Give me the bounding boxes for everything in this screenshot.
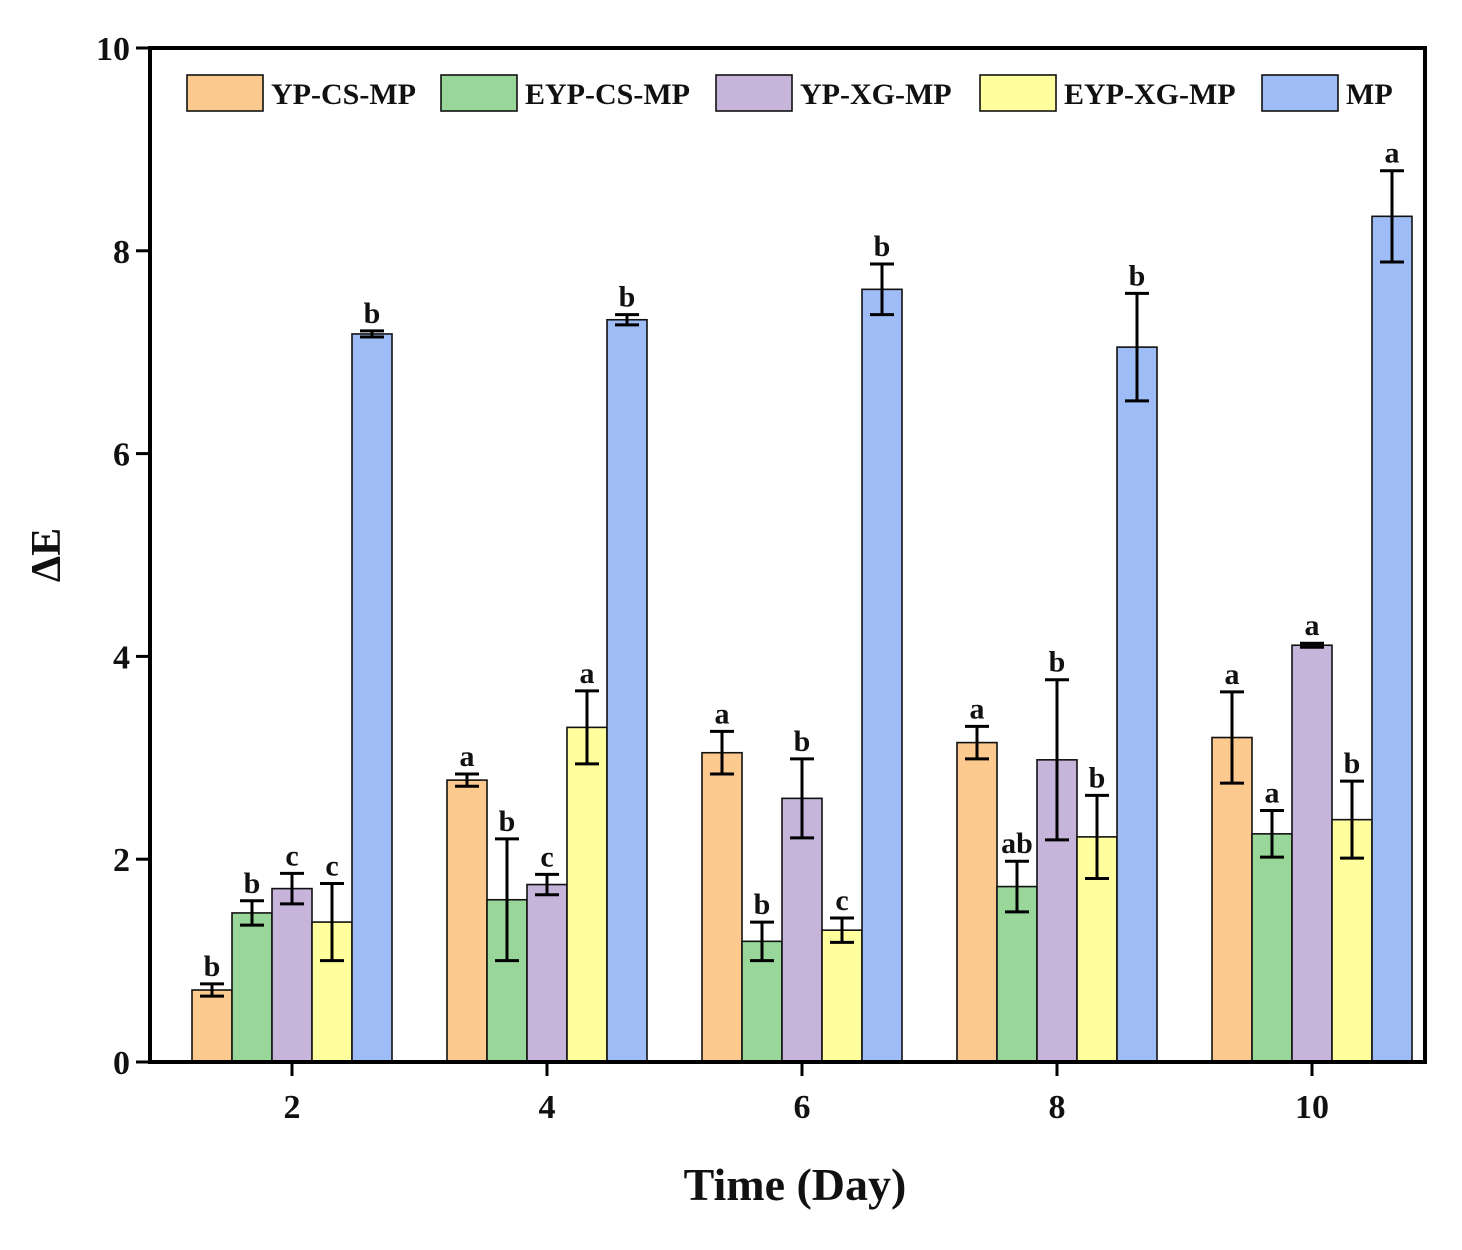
legend-label: YP-XG-MP bbox=[800, 78, 952, 111]
legend-label: EYP-XG-MP bbox=[1064, 78, 1236, 111]
bar bbox=[1291, 644, 1333, 1063]
significance-label: b bbox=[754, 888, 771, 921]
significance-label: a bbox=[715, 697, 730, 730]
significance-label: a bbox=[1305, 609, 1320, 642]
y-tick-label: 10 bbox=[96, 31, 130, 68]
significance-label: a bbox=[970, 692, 985, 725]
bar bbox=[526, 883, 568, 1063]
legend-swatch bbox=[979, 74, 1057, 112]
significance-label: c bbox=[325, 850, 338, 883]
bar bbox=[1116, 346, 1158, 1063]
bar bbox=[1251, 833, 1293, 1063]
error-bars-layer bbox=[200, 169, 1404, 998]
significance-label: a bbox=[1225, 658, 1240, 691]
bars-layer bbox=[191, 215, 1413, 1063]
x-tick-label: 6 bbox=[794, 1089, 811, 1126]
significance-label: b bbox=[1344, 747, 1361, 780]
significance-label: b bbox=[1089, 761, 1106, 794]
legend: YP-CS-MP EYP-CS-MP YP-XG-MP EYP-XG-MP MP bbox=[186, 74, 1393, 112]
legend-swatch bbox=[715, 74, 793, 112]
significance-label: c bbox=[540, 840, 553, 873]
bar bbox=[191, 989, 233, 1063]
significance-label: ab bbox=[1001, 827, 1033, 860]
bar bbox=[1211, 736, 1253, 1063]
x-tick-label: 2 bbox=[284, 1089, 301, 1126]
significance-label: a bbox=[1265, 777, 1280, 810]
plot-frame bbox=[148, 46, 1427, 1064]
y-tick-label: 0 bbox=[113, 1045, 130, 1082]
significance-label: b bbox=[364, 297, 381, 330]
bar bbox=[956, 741, 998, 1063]
x-tick-label: 4 bbox=[539, 1089, 556, 1126]
bar bbox=[701, 751, 743, 1063]
significance-label: b bbox=[619, 281, 636, 314]
x-tick-label: 8 bbox=[1049, 1089, 1066, 1126]
legend-label: MP bbox=[1346, 78, 1393, 111]
significance-label: b bbox=[204, 950, 221, 983]
significance-label: b bbox=[1129, 259, 1146, 292]
y-axis-title: ΔE bbox=[24, 528, 70, 582]
y-tick-label: 2 bbox=[113, 842, 130, 879]
bar bbox=[606, 318, 648, 1063]
legend-swatch bbox=[440, 74, 518, 112]
legend-swatch bbox=[1261, 74, 1339, 112]
bar bbox=[271, 887, 313, 1063]
bar bbox=[231, 912, 273, 1063]
axis-layer: 0 2 4 6 8 10 2 4 6 8 10 bbox=[96, 31, 1329, 1126]
legend-swatch bbox=[186, 74, 264, 112]
significance-label: c bbox=[835, 884, 848, 917]
legend-label: EYP-CS-MP bbox=[525, 78, 690, 111]
significance-label: b bbox=[794, 725, 811, 758]
significance-label: b bbox=[244, 867, 261, 900]
bar bbox=[1331, 818, 1373, 1063]
bar bbox=[351, 333, 393, 1063]
y-tick-label: 6 bbox=[113, 437, 130, 474]
significance-label: a bbox=[580, 657, 595, 690]
significance-label: b bbox=[1049, 646, 1066, 679]
significance-label: b bbox=[499, 805, 516, 838]
bar bbox=[821, 929, 863, 1063]
bar bbox=[1371, 215, 1413, 1063]
legend-label: YP-CS-MP bbox=[271, 78, 416, 111]
significance-label: c bbox=[285, 839, 298, 872]
bar bbox=[861, 288, 903, 1063]
y-tick-label: 8 bbox=[113, 234, 130, 271]
significance-label: a bbox=[460, 740, 475, 773]
x-axis-title: Time (Day) bbox=[684, 1159, 907, 1210]
bar bbox=[446, 779, 488, 1063]
significance-label: a bbox=[1385, 137, 1400, 170]
bar bbox=[566, 726, 608, 1063]
significance-label: b bbox=[874, 230, 891, 263]
x-tick-label: 10 bbox=[1295, 1089, 1329, 1126]
y-tick-label: 4 bbox=[113, 639, 130, 676]
